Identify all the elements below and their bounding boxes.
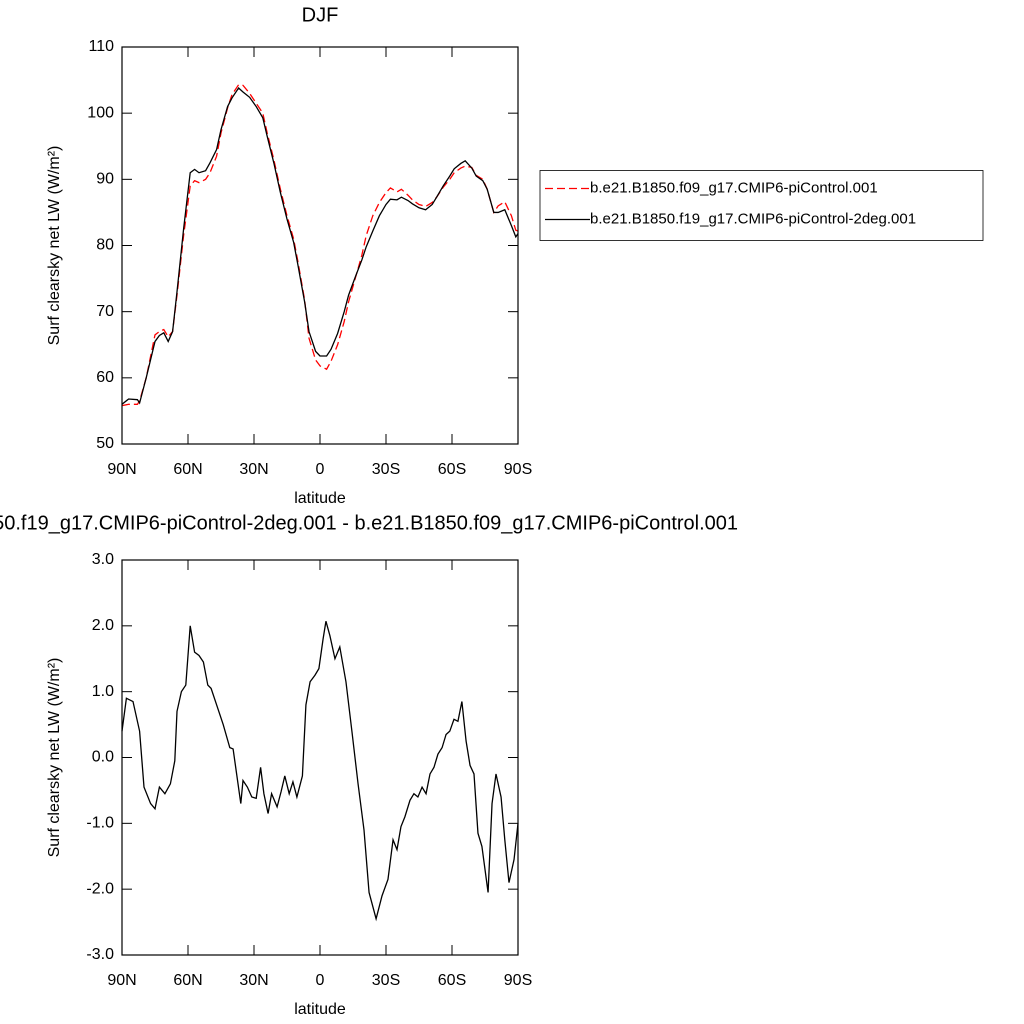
plot-frame xyxy=(121,46,519,445)
y-tick-label: 50 xyxy=(96,435,114,452)
y-tick-label: 3.0 xyxy=(92,551,114,568)
y-tick-label: 60 xyxy=(96,369,114,386)
x-tick-label: 0 xyxy=(316,461,325,478)
y-tick-label: 0.0 xyxy=(92,749,114,766)
chart-title: b.e21.B1850.f19_g17.CMIP6-piControl-2deg… xyxy=(0,512,738,534)
data-line xyxy=(121,87,519,405)
legend-label: b.e21.B1850.f09_g17.CMIP6-piControl.001 xyxy=(590,179,878,196)
x-tick-label: 60S xyxy=(438,972,466,989)
data-line xyxy=(121,621,519,922)
y-tick-label: 110 xyxy=(88,38,114,55)
x-tick-label: 30N xyxy=(239,972,268,989)
x-tick-label: 90N xyxy=(107,972,136,989)
x-tick-label: 30S xyxy=(372,461,400,478)
x-tick-label: 90S xyxy=(504,972,532,989)
y-tick-label: 70 xyxy=(96,303,114,320)
x-tick-label: 60N xyxy=(173,972,202,989)
x-tick-label: 60N xyxy=(173,461,202,478)
data-line xyxy=(121,84,519,407)
x-axis-title: latitude xyxy=(294,490,346,507)
y-tick-label: 1.0 xyxy=(92,683,114,700)
chart-title: DJF xyxy=(302,4,339,26)
y-tick-label: -2.0 xyxy=(86,880,114,897)
legend-box xyxy=(539,170,984,241)
y-tick-label: 90 xyxy=(96,171,114,188)
x-tick-label: 60S xyxy=(438,461,466,478)
x-tick-label: 90S xyxy=(504,461,532,478)
y-tick-label: 80 xyxy=(96,237,114,254)
plot-frame xyxy=(121,559,519,956)
y-axis-title: Surf clearsky net LW (W/m²) xyxy=(46,146,63,346)
x-tick-label: 90N xyxy=(107,461,136,478)
y-tick-label: -1.0 xyxy=(86,815,114,832)
legend-label: b.e21.B1850.f19_g17.CMIP6-piControl-2deg… xyxy=(590,210,916,227)
y-tick-label: 2.0 xyxy=(92,617,114,634)
y-tick-label: 100 xyxy=(87,104,114,121)
y-tick-label: -3.0 xyxy=(86,946,114,963)
x-tick-label: 0 xyxy=(316,972,325,989)
x-tick-label: 30N xyxy=(239,461,268,478)
x-tick-label: 30S xyxy=(372,972,400,989)
x-axis-title: latitude xyxy=(294,1001,346,1018)
y-axis-title: Surf clearsky net LW (W/m²) xyxy=(46,658,63,858)
